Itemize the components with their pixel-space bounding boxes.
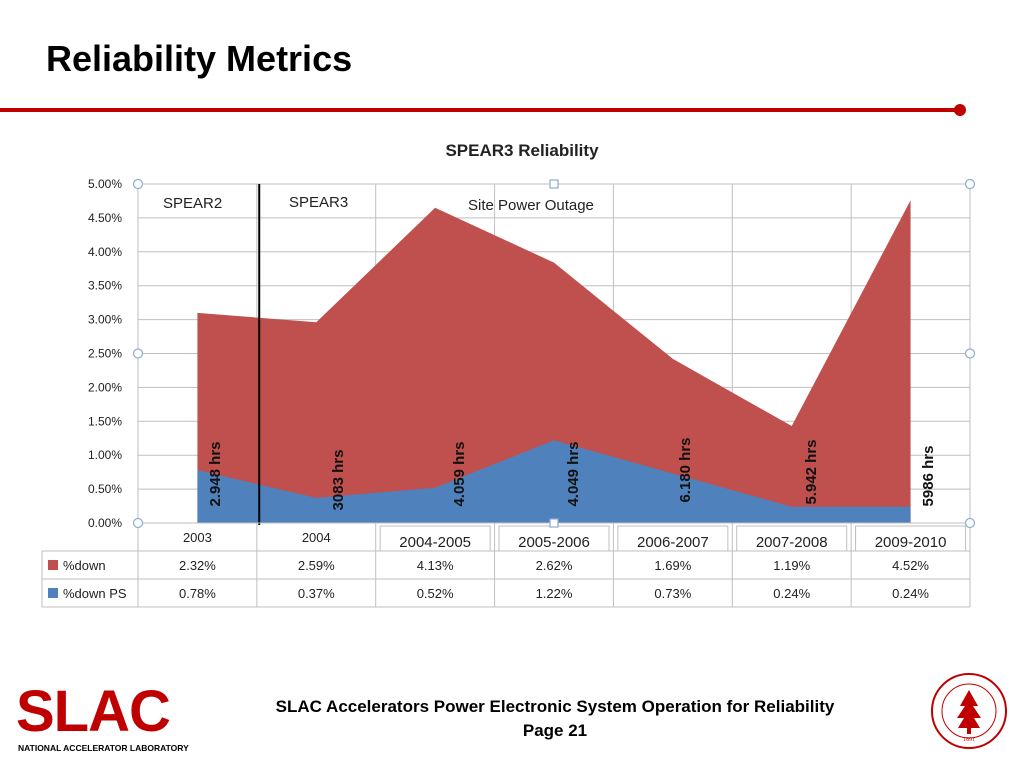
annotation-label: SPEAR3: [289, 194, 348, 211]
resize-handle: [964, 348, 976, 359]
title-rule-dot: [954, 104, 966, 116]
area-series: [197, 200, 911, 523]
chart-title: SPEAR3 Reliability: [445, 141, 599, 160]
y-tick-label: 3.50%: [88, 279, 122, 293]
resize-handle: [132, 517, 144, 529]
category-label-box: [855, 525, 967, 552]
y-tick-label: 1.50%: [88, 414, 122, 428]
data-label: 2.32%: [179, 558, 216, 573]
data-label: 0.52%: [417, 586, 454, 601]
reliability-chart: SPEAR3 Reliability SPEAR2 SPEAR3 Site Powe…: [41, 141, 976, 608]
legend-label: %down PS: [63, 586, 127, 601]
category-label-box: [379, 525, 491, 552]
hours-label: 3083 hrs: [330, 450, 347, 511]
resize-handle: [132, 348, 144, 359]
resize-handle: [549, 518, 559, 528]
resize-handle: [964, 517, 976, 529]
footer-title: SLAC Accelerators Power Electronic Syste…: [275, 697, 835, 716]
x-tick-label: 2006-2007: [637, 534, 709, 551]
hours-label: 4.049 hrs: [565, 441, 582, 506]
annotation-label: SPEAR2: [163, 195, 222, 212]
svg-text:1891: 1891: [963, 737, 975, 743]
data-label: 4.52%: [892, 558, 929, 573]
x-tick-label: 2004-2005: [399, 534, 471, 551]
x-tick-label: 2004: [302, 530, 331, 545]
data-label: 2.62%: [536, 558, 573, 573]
y-tick-label: 4.00%: [88, 245, 122, 259]
x-tick-label: 2003: [183, 530, 212, 545]
data-label: 2.59%: [298, 558, 335, 573]
legend-key-ps: [48, 588, 58, 598]
data-label: 0.24%: [773, 586, 810, 601]
data-label: 0.73%: [654, 586, 691, 601]
y-tick-label: 5.00%: [88, 177, 122, 191]
slac-wordmark: SLAC: [16, 679, 171, 744]
annotation-label: Site Power Outage: [468, 197, 594, 214]
y-tick-label: 3.00%: [88, 313, 122, 327]
hours-label: 6.180 hrs: [677, 437, 694, 502]
footer-page-number: Page 21: [522, 721, 588, 740]
data-label: 0.24%: [892, 586, 929, 601]
title-rule: [0, 108, 958, 112]
data-label: 0.78%: [179, 586, 216, 601]
slac-subtitle: NATIONAL ACCELERATOR LABORATORY: [18, 743, 189, 753]
data-label: 1.69%: [654, 558, 691, 573]
data-label: 4.13%: [417, 558, 454, 573]
resize-handle: [132, 178, 144, 190]
category-label-box: [617, 525, 729, 552]
selection-handles: [132, 178, 976, 529]
chart-overlays: SPEAR2 SPEAR3 Site Power Outage 2.948 hrs 30…: [163, 184, 937, 525]
hours-label: 5.942 hrs: [803, 439, 820, 504]
y-tick-label: 1.00%: [88, 448, 122, 462]
stanford-seal-icon: 1891: [931, 673, 1007, 749]
y-tick-label: 0.00%: [88, 516, 122, 530]
data-table: 2003 2004 2004-2005 2005-2006 2006-2007 2007-…: [41, 522, 970, 608]
data-label: 0.37%: [298, 586, 335, 601]
y-tick-label: 2.50%: [88, 347, 122, 361]
resize-handle: [549, 179, 559, 189]
resize-handle: [964, 178, 976, 190]
y-tick-label: 0.50%: [88, 482, 122, 496]
series-down-area: [197, 200, 911, 523]
hours-label: 5986 hrs: [920, 446, 937, 507]
legend-key-down: [48, 560, 58, 570]
x-tick-label: 2007-2008: [756, 534, 828, 551]
hours-label: 2.948 hrs: [207, 441, 224, 506]
y-tick-label: 4.50%: [88, 211, 122, 225]
legend-label: %down: [63, 558, 106, 573]
slac-logo: SLAC NATIONAL ACCELERATOR LABORATORY: [16, 679, 196, 754]
y-tick-label: 2.00%: [88, 380, 122, 394]
x-tick-label: 2009-2010: [875, 534, 947, 551]
series-ps-area: [197, 440, 911, 523]
category-label-box: [498, 525, 610, 552]
data-label: 1.19%: [773, 558, 810, 573]
category-label-box: [736, 525, 848, 552]
x-tick-label: 2005-2006: [518, 534, 590, 551]
slide-title: Reliability Metrics: [46, 38, 353, 79]
hours-label: 4.059 hrs: [451, 441, 468, 506]
data-label: 1.22%: [536, 586, 573, 601]
